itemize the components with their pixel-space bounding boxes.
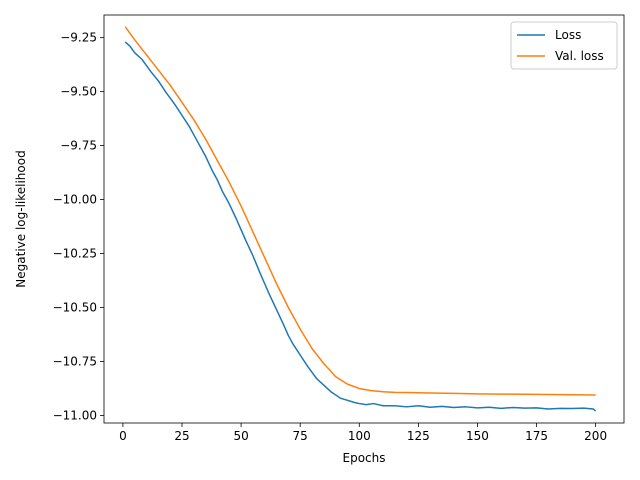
legend: Loss Val. loss (510, 21, 618, 70)
series-layer (124, 26, 597, 412)
y-tick-label: −9.25 (60, 31, 97, 45)
x-tick-label: 200 (584, 429, 607, 443)
y-tick-label: −10.75 (53, 354, 97, 368)
y-axis-ticks: −9.25 −9.50 −9.75 −10.00 −10.25 −10.50 −10.75 −… (53, 31, 104, 422)
x-tick-label: 150 (466, 429, 489, 443)
x-tick-label: 50 (233, 429, 248, 443)
y-tick-label: −10.50 (53, 301, 97, 315)
x-axis-ticks: 0 25 50 75 100 125 150 175 200 (119, 423, 607, 443)
legend-label: Val. loss (555, 49, 604, 63)
y-tick-label: −11.00 (53, 408, 97, 422)
x-tick-label: 75 (293, 429, 308, 443)
y-tick-label: −10.25 (53, 247, 97, 261)
y-tick-label: −9.75 (60, 139, 97, 153)
y-axis-label: Negative log-likelihood (14, 150, 28, 287)
series-line-2 (124, 26, 596, 396)
y-tick-label: −9.50 (60, 85, 97, 99)
plot-frame (103, 14, 625, 424)
legend-box (510, 21, 618, 70)
x-axis-label: Epochs (343, 451, 386, 465)
legend-label: Loss (555, 28, 581, 42)
x-tick-label: 125 (407, 429, 430, 443)
x-tick-label: 0 (119, 429, 127, 443)
x-tick-label: 175 (525, 429, 548, 443)
x-tick-label: 25 (174, 429, 189, 443)
series-line-1 (124, 41, 597, 412)
y-tick-label: −10.00 (53, 193, 97, 207)
x-tick-label: 100 (348, 429, 371, 443)
